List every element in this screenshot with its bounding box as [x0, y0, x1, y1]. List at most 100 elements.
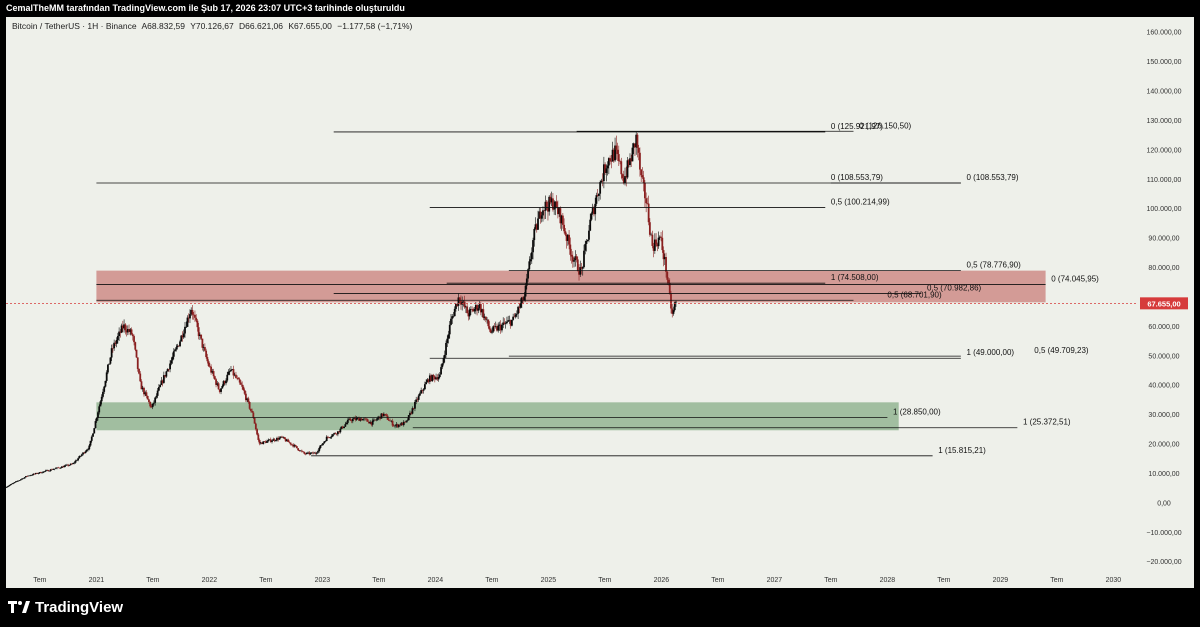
- candle-body: [390, 420, 393, 422]
- fib-level-label: 0 (125.921,97): [831, 122, 883, 131]
- candle-body: [93, 428, 96, 434]
- candle-body: [460, 300, 462, 305]
- candle-body: [486, 319, 488, 321]
- candle-body: [593, 207, 595, 215]
- candle-body: [446, 338, 449, 343]
- candle-body: [489, 329, 492, 333]
- candle-body: [339, 428, 342, 433]
- candle-body: [420, 390, 423, 394]
- y-tick-label: 120.000,00: [1146, 147, 1181, 154]
- candle-body: [332, 434, 334, 437]
- candle-body: [530, 252, 533, 260]
- candle-body: [274, 440, 277, 442]
- candle-body: [575, 256, 578, 260]
- current-price-label: 67.655,00: [1147, 299, 1180, 308]
- price-chart[interactable]: 0 (126.150,50)0 (125.921,97) 0 (108.553,7…: [6, 17, 1194, 588]
- candle-body: [90, 436, 93, 441]
- candle-body: [56, 467, 58, 469]
- candle-body: [467, 313, 470, 317]
- candle-body: [251, 410, 254, 413]
- x-tick-label: 2027: [767, 577, 783, 584]
- footer: TradingView: [8, 596, 123, 618]
- candle-body: [273, 439, 276, 441]
- candle-body: [476, 305, 478, 311]
- candle-body: [641, 175, 644, 178]
- symbol-name[interactable]: Bitcoin / TetherUS · 1H · Binance: [12, 21, 137, 31]
- candle-body: [139, 373, 142, 382]
- candle-body: [15, 481, 17, 483]
- x-tick-label: Tem: [711, 577, 724, 584]
- candle-body: [423, 384, 426, 390]
- x-tick-label: Tem: [824, 577, 837, 584]
- candle-body: [279, 436, 282, 438]
- candle-body: [143, 387, 145, 395]
- candle-body: [626, 160, 629, 178]
- candle-body: [27, 475, 30, 477]
- candle-body: [64, 465, 67, 466]
- candle-body: [171, 356, 174, 361]
- candle-body: [144, 392, 147, 395]
- candle-body: [471, 309, 474, 310]
- candle-body: [159, 384, 162, 388]
- candle-body: [381, 413, 384, 416]
- candle-body: [57, 467, 60, 469]
- candle-body: [161, 380, 164, 383]
- candle-body: [227, 371, 230, 375]
- tradingview-brand[interactable]: TradingView: [35, 598, 124, 616]
- candle-body: [584, 243, 587, 251]
- candle-body: [441, 363, 444, 368]
- candle-body: [269, 439, 272, 442]
- candle-body: [465, 306, 467, 308]
- candle-body: [590, 213, 593, 220]
- candle-body: [153, 402, 155, 404]
- candle-body: [524, 285, 527, 297]
- candle-body: [223, 381, 226, 384]
- candle-body: [62, 466, 65, 468]
- candle-body: [309, 452, 312, 455]
- candle-body: [660, 236, 662, 238]
- candle-body: [74, 460, 77, 463]
- candle-body: [472, 309, 475, 312]
- candle-body: [358, 417, 360, 421]
- candle-body: [586, 239, 589, 242]
- candle-body: [565, 234, 568, 241]
- candle-body: [181, 335, 184, 338]
- candle-body: [28, 475, 31, 477]
- candle-body: [82, 452, 84, 455]
- support-zone: [96, 402, 899, 431]
- fib-level-label: 0,5 (49.709,23): [1034, 346, 1089, 355]
- candle-body: [653, 239, 656, 251]
- candle-body: [297, 448, 300, 451]
- candle-body: [220, 388, 222, 392]
- candle-body: [43, 471, 46, 472]
- tradingview-logo-icon[interactable]: [8, 601, 30, 613]
- candle-body: [115, 340, 118, 344]
- candle-body: [522, 297, 524, 301]
- candle-body: [84, 451, 87, 454]
- candle-body: [554, 201, 557, 209]
- candle-body: [668, 283, 671, 294]
- candle-body: [397, 424, 400, 427]
- candle-body: [80, 454, 83, 456]
- candle-body: [662, 250, 665, 260]
- candle-body: [661, 237, 664, 251]
- resistance-zone: [96, 270, 1046, 303]
- candle-body: [621, 174, 624, 178]
- candle-body: [16, 481, 19, 482]
- x-tick-label: 2023: [315, 577, 331, 584]
- candle-body: [259, 442, 262, 444]
- candle-body: [111, 348, 114, 349]
- y-tick-label: 90.000,00: [1148, 236, 1179, 243]
- candle-body: [416, 399, 419, 401]
- candle-body: [235, 374, 237, 378]
- y-tick-label: 0,00: [1157, 500, 1171, 507]
- fib-level-label: 0,5 (68.701,90): [887, 290, 942, 299]
- candle-body: [553, 208, 556, 210]
- candle-body: [341, 426, 344, 429]
- candle-body: [364, 418, 367, 420]
- candle-body: [119, 331, 122, 333]
- candle-body: [496, 326, 498, 331]
- candle-body: [58, 467, 61, 469]
- candle-body: [107, 364, 109, 373]
- chart-pane[interactable]: [6, 17, 1194, 588]
